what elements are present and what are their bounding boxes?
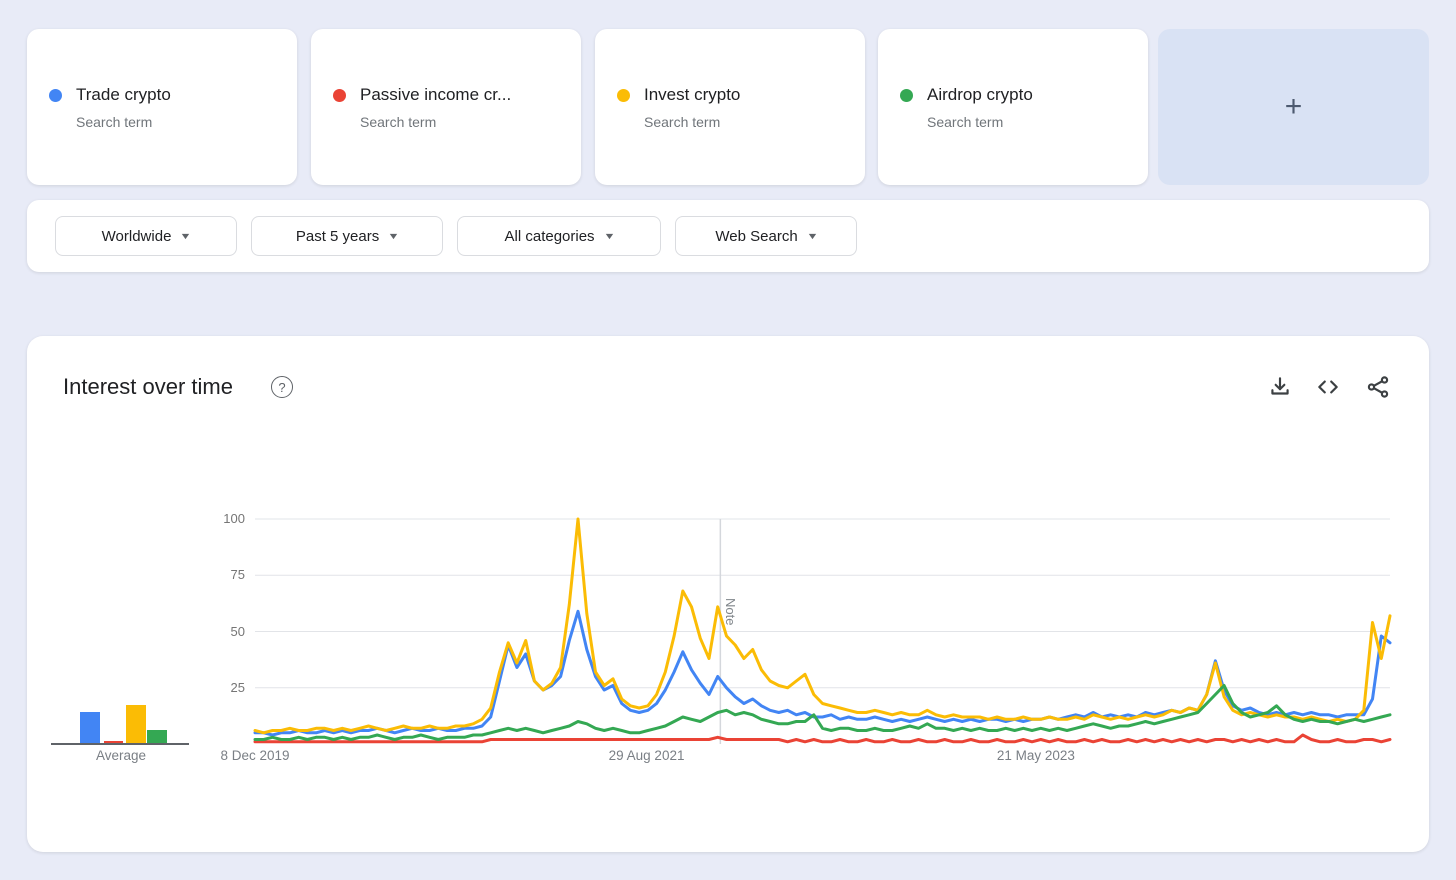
term-card-trade-crypto[interactable]: Trade crypto Search term [27,29,297,185]
average-bar-invest-crypto [126,704,146,743]
y-tick-label: 50 [230,623,245,639]
passive-income-color-dot [333,88,346,102]
average-label: Average [95,748,147,763]
note-marker-label[interactable]: Note [723,598,739,626]
term-title: Passive income cr... [360,85,512,104]
search-type-filter[interactable]: Web Search ▼ [675,216,857,256]
region-filter-label: Worldwide [101,227,172,245]
plus-icon: + [1284,90,1303,123]
share-icon [1367,376,1389,398]
term-type-label: Search term [927,114,1004,130]
y-tick-label: 75 [230,567,245,583]
term-type-label: Search term [76,114,153,130]
chevron-down-icon: ▼ [805,231,819,241]
filter-bar: Worldwide ▼ Past 5 years ▼ All categorie… [27,200,1429,272]
panel-title: Interest over time [63,374,233,399]
chevron-down-icon: ▼ [179,231,193,241]
interest-over-time-chart [253,517,1392,744]
embed-button[interactable] [1315,374,1341,400]
search-type-filter-label: Web Search [715,227,798,245]
category-filter-label: All categories [504,227,595,245]
term-card-passive-income-crypto[interactable]: Passive income cr... Search term [311,29,581,185]
trade-crypto-color-dot [49,88,62,102]
y-tick-label: 100 [223,511,245,526]
average-bar-airdrop-crypto [147,729,167,743]
y-tick-label: 25 [230,679,245,695]
time-range-filter-label: Past 5 years [295,227,380,245]
term-title: Trade crypto [76,85,171,104]
category-filter[interactable]: All categories ▼ [457,216,661,256]
add-comparison-card[interactable]: + [1158,29,1429,185]
term-card-airdrop-crypto[interactable]: Airdrop crypto Search term [878,29,1148,185]
download-icon [1271,377,1289,395]
time-range-filter[interactable]: Past 5 years ▼ [251,216,443,256]
term-card-invest-crypto[interactable]: Invest crypto Search term [595,29,865,185]
term-title: Airdrop crypto [927,85,1033,104]
invest-crypto-color-dot [617,88,630,102]
download-button[interactable] [1267,374,1293,400]
x-tick-label: 8 Dec 2019 [220,748,290,763]
chevron-down-icon: ▼ [387,231,400,241]
share-button[interactable] [1365,374,1391,400]
average-bar-trade-crypto [80,711,100,743]
term-type-label: Search term [644,114,721,130]
x-tick-label: 21 May 2023 [996,748,1075,763]
interest-over-time-panel: Interest over time ? 25 50 75 100 8 Dec 201… [27,336,1429,852]
average-axis-line [51,743,189,745]
average-bar-passive-income-crypto [104,740,123,743]
x-tick-label: 29 Aug 2021 [608,748,685,763]
term-type-label: Search term [360,114,437,130]
chevron-down-icon: ▼ [602,231,616,241]
term-title: Invest crypto [644,85,741,104]
help-icon[interactable]: ? [271,376,293,398]
airdrop-crypto-color-dot [900,88,913,102]
embed-code-icon [1318,380,1338,394]
region-filter[interactable]: Worldwide ▼ [55,216,237,256]
